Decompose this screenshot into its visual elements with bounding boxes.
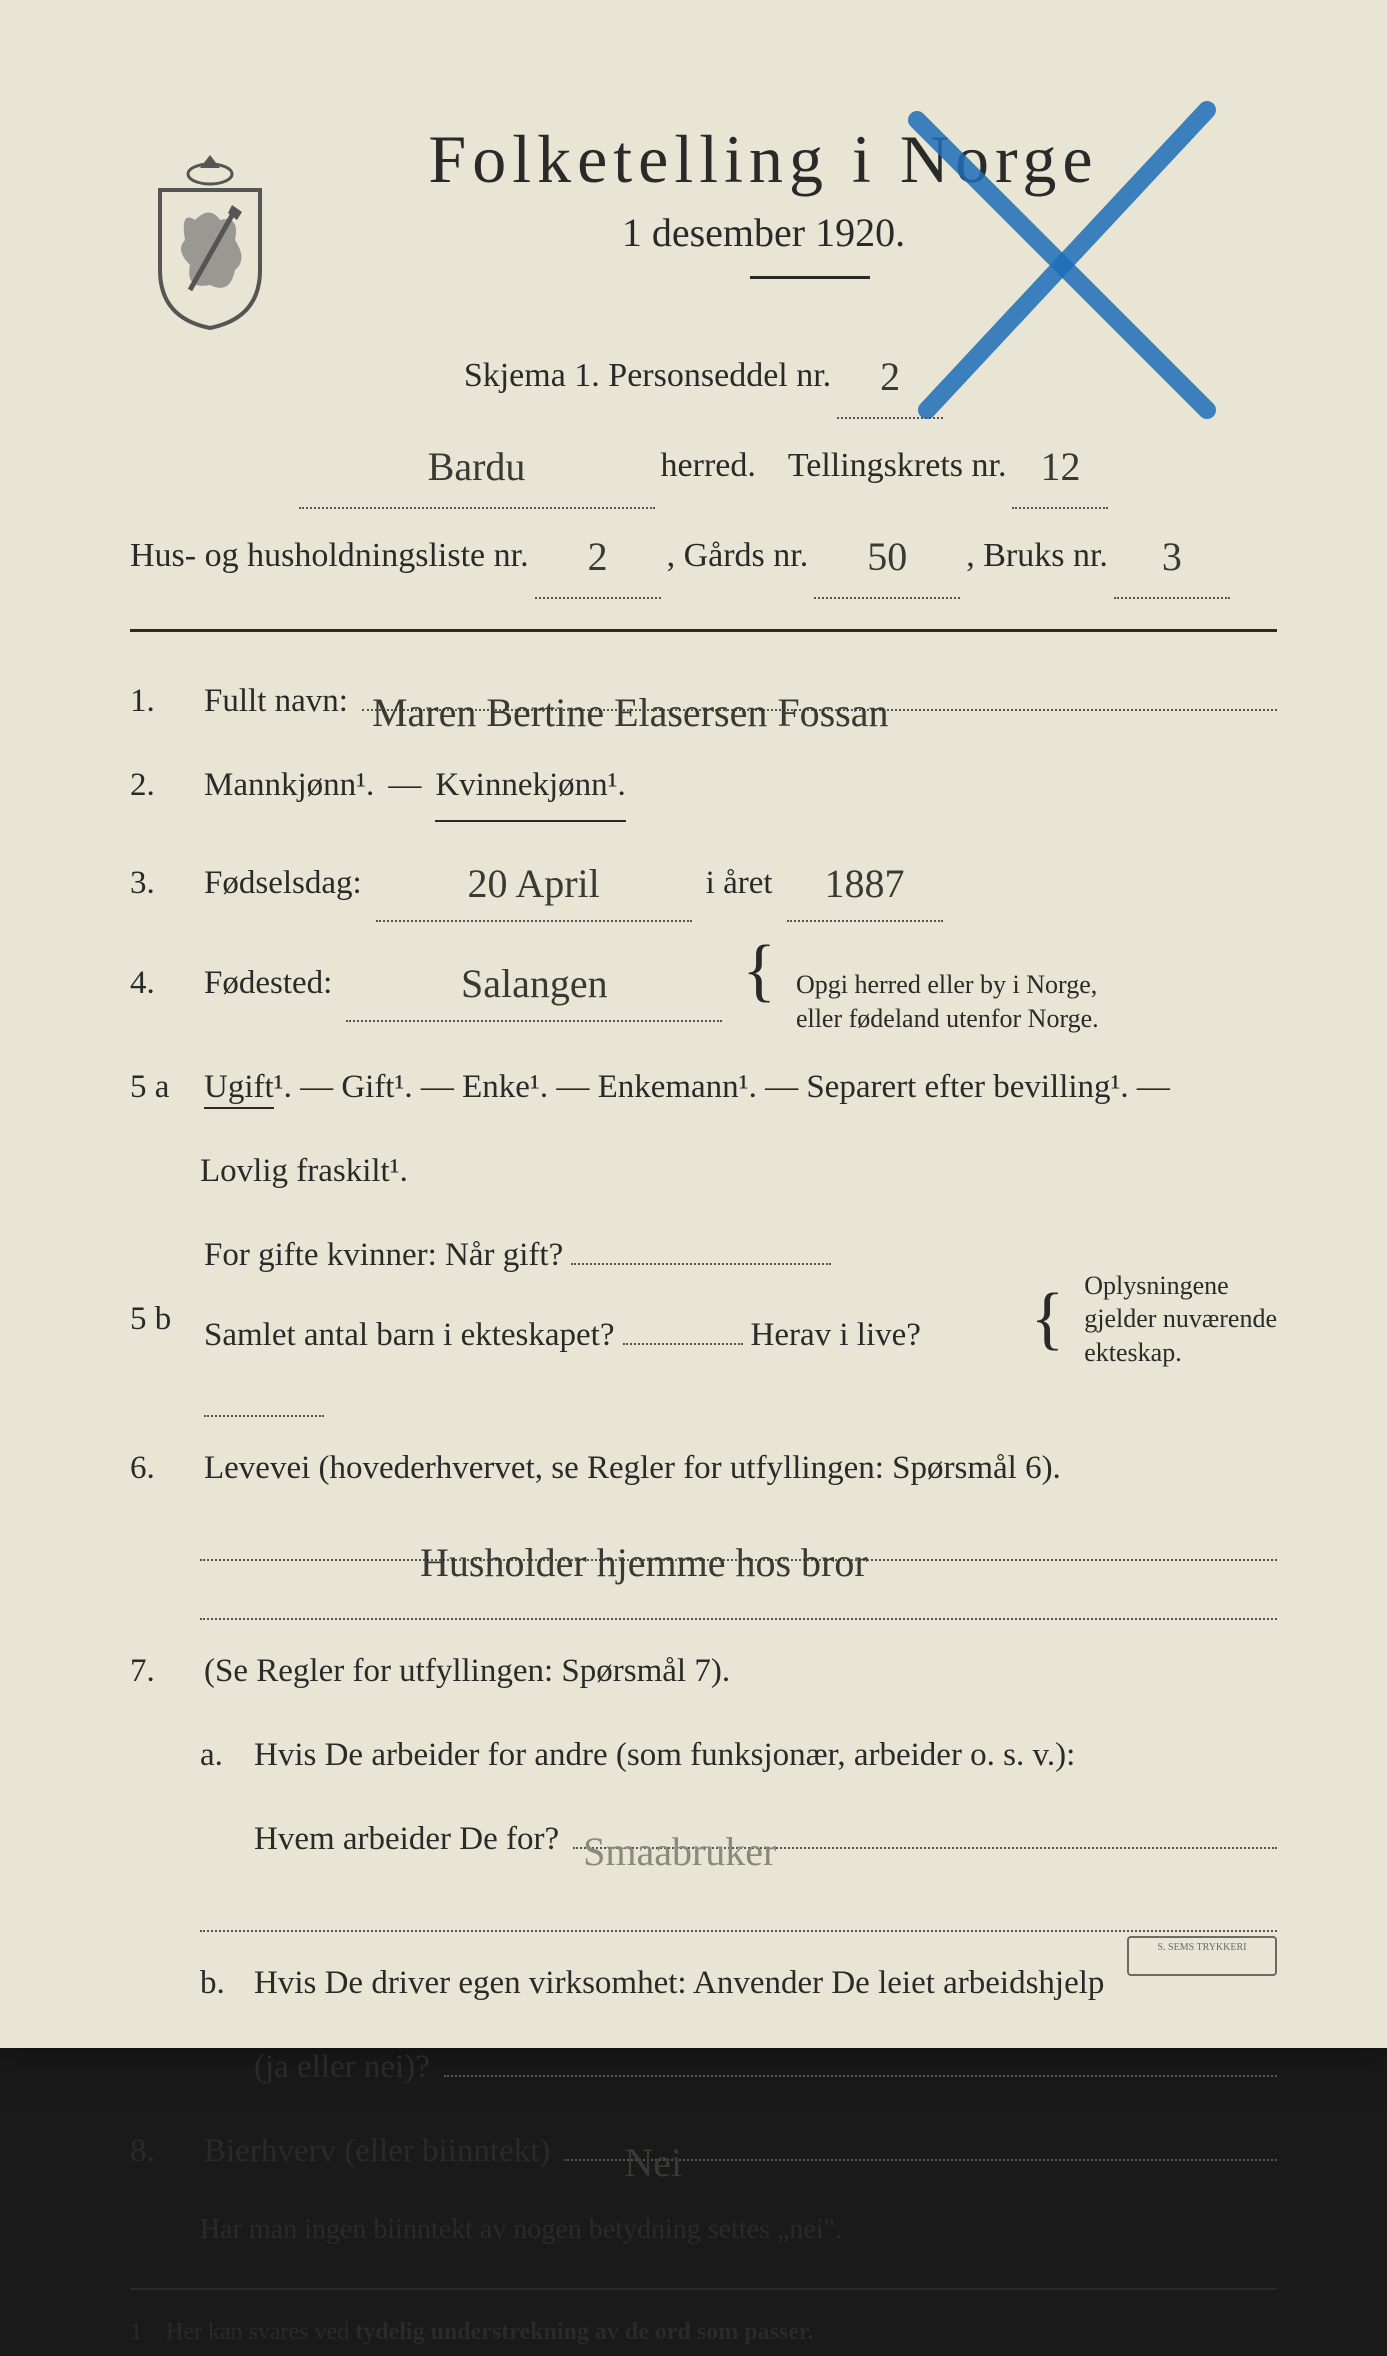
q7a-field2 <box>200 1890 1277 1932</box>
meta-row-skjema: Skjema 1. Personseddel nr. 2 <box>130 329 1277 419</box>
q1-label: Fullt navn: <box>204 668 348 734</box>
brace-icon: { <box>742 950 776 992</box>
skjema-nr-field: 2 <box>837 329 943 419</box>
bruks-label: , Bruks nr. <box>966 519 1108 594</box>
q4-row: 4. Fødested: Salangen { Opgi herred elle… <box>130 940 1277 1036</box>
q4-label: Fødested: <box>204 950 332 1016</box>
q1-row: 1. Fullt navn: Maren Bertine Elasersen F… <box>130 668 1277 734</box>
q7b-l2: (ja eller nei)? <box>254 2034 430 2100</box>
q7a-row1: a. Hvis De arbeider for andre (som funks… <box>200 1722 1277 1788</box>
gards-label: , Gårds nr. <box>667 519 809 594</box>
q7-row: 7. (Se Regler for utfyllingen: Spørsmål … <box>130 1638 1277 1704</box>
q3-num: 3. <box>130 850 190 916</box>
q5b-barn-field <box>623 1303 743 1345</box>
q5a-line2: Lovlig fraskilt¹. <box>200 1138 408 1204</box>
q6-num: 6. <box>130 1435 190 1501</box>
q5a-row: 5 a Ugift¹. — Gift¹. — Enke¹. — Enkemann… <box>130 1054 1277 1120</box>
footnote-text-a: Her kan svares ved <box>166 2319 355 2345</box>
q8-row: 8. Bierhverv (eller biinntekt) Nei <box>130 2118 1277 2184</box>
q3-label: Fødselsdag: <box>204 850 362 916</box>
q7-num: 7. <box>130 1638 190 1704</box>
q5b-note: Oplysningene gjelder nuværende ekteskap. <box>1084 1269 1277 1370</box>
form-title: Folketelling i Norge <box>250 120 1277 199</box>
q5b-row1: 5 b For gifte kvinner: Når gift? Samlet … <box>130 1222 1277 1418</box>
meta-row-hus: Hus- og husholdningsliste nr. 2 , Gårds … <box>130 509 1277 599</box>
q7b-l1: Hvis De driver egen virksomhet: Anvender… <box>254 1950 1104 2016</box>
q3-year-field: 1887 <box>787 840 943 922</box>
divider-footnote <box>130 2288 1277 2290</box>
meta-block: Skjema 1. Personseddel nr. 2 Bardu herre… <box>130 329 1277 599</box>
q8-note-row: Har man ingen biinntekt av nogen betydni… <box>200 2202 1277 2258</box>
form-subtitle: 1 desember 1920. <box>250 209 1277 256</box>
q8-note: Har man ingen biinntekt av nogen betydni… <box>200 2202 842 2258</box>
q5b-label1: For gifte kvinner: Når gift? <box>204 1222 563 1288</box>
gards-nr-field: 50 <box>814 509 960 599</box>
meta-row-herred: Bardu herred. Tellingskrets nr. 12 <box>130 419 1277 509</box>
q4-field: Salangen <box>346 940 722 1022</box>
census-form-page: Folketelling i Norge 1 desember 1920. Sk… <box>0 0 1387 2048</box>
herred-name-field: Bardu <box>299 419 655 509</box>
q2-kvinne: Kvinnekjønn¹. <box>435 752 625 822</box>
q2-num: 2. <box>130 752 190 818</box>
q5b-label3: Herav i live? <box>751 1302 921 1368</box>
q7a-l1: Hvis De arbeider for andre (som funksjon… <box>254 1722 1075 1788</box>
q6-field2 <box>200 1579 1277 1621</box>
tellingskrets-label: Tellingskrets nr. <box>788 429 1007 504</box>
bruks-nr-field: 3 <box>1114 509 1230 599</box>
q6-field: Husholder hjemme hos bror <box>200 1519 1277 1561</box>
q6-label: Levevei (hovederhvervet, se Regler for u… <box>204 1435 1061 1501</box>
q6-row: 6. Levevei (hovederhvervet, se Regler fo… <box>130 1435 1277 1501</box>
printer-stamp: S. SEMS TRYKKERI <box>1127 1936 1277 1976</box>
divider-main <box>130 629 1277 632</box>
hus-nr-field: 2 <box>535 509 661 599</box>
q8-field: Nei <box>564 2119 1277 2161</box>
q5a-num: 5 a <box>130 1054 190 1120</box>
q7a-l2: Hvem arbeider De for? <box>254 1806 559 1872</box>
footnote: 1 Her kan svares ved tydelig understrekn… <box>130 2308 1277 2356</box>
q7a-field: Smaabruker <box>573 1808 1277 1850</box>
q5b-gift-field <box>571 1223 831 1265</box>
q6-blank-row <box>200 1579 1277 1621</box>
q5b-live-field <box>204 1376 324 1418</box>
skjema-label: Skjema 1. Personseddel nr. <box>464 339 831 414</box>
brace-icon: { <box>1031 1298 1065 1340</box>
q3-year-label: i året <box>706 850 773 916</box>
q2-dash: — <box>388 752 421 818</box>
q2-row: 2. Mannkjønn¹. — Kvinnekjønn¹. <box>130 752 1277 822</box>
q2-mann: Mannkjønn¹. <box>204 752 374 818</box>
q8-num: 8. <box>130 2118 190 2184</box>
footnote-text-b: tydelig understrekning av de ord som pas… <box>355 2319 813 2345</box>
q7b-field <box>444 2035 1277 2077</box>
questions: 1. Fullt navn: Maren Bertine Elasersen F… <box>130 668 1277 2356</box>
q1-num: 1. <box>130 668 190 734</box>
q6-value-row: Husholder hjemme hos bror <box>200 1519 1277 1561</box>
q5a-opts: Ugift¹. — Gift¹. — Enke¹. — Enkemann¹. —… <box>204 1054 1170 1120</box>
herred-label: herred. <box>661 429 756 504</box>
q7a-row2: Hvem arbeider De for? Smaabruker <box>200 1806 1277 1872</box>
coat-of-arms-icon <box>140 150 280 330</box>
q1-field: Maren Bertine Elasersen Fossan <box>362 669 1277 711</box>
q4-num: 4. <box>130 950 190 1016</box>
q3-row: 3. Fødselsdag: 20 April i året 1887 <box>130 840 1277 922</box>
tellingskrets-nr-field: 12 <box>1012 419 1108 509</box>
hus-label: Hus- og husholdningsliste nr. <box>130 519 529 594</box>
title-rule <box>750 276 870 279</box>
footnote-marker: 1 <box>130 2319 142 2345</box>
q4-note: Opgi herred eller by i Norge, eller føde… <box>796 968 1099 1036</box>
q5b-num: 5 b <box>130 1286 190 1352</box>
q7-label: (Se Regler for utfyllingen: Spørsmål 7). <box>204 1638 730 1704</box>
header: Folketelling i Norge 1 desember 1920. <box>130 120 1277 279</box>
q7a-blank <box>200 1890 1277 1932</box>
q3-day-field: 20 April <box>376 840 692 922</box>
q8-label: Bierhverv (eller biinntekt) <box>204 2118 550 2184</box>
q7b-row1: b. Hvis De driver egen virksomhet: Anven… <box>200 1950 1277 2016</box>
q5a-row2: Lovlig fraskilt¹. <box>200 1138 1277 1204</box>
q7b-row2: (ja eller nei)? <box>200 2034 1277 2100</box>
q5a-ugift: Ugift <box>204 1069 274 1109</box>
q5b-label2: Samlet antal barn i ekteskapet? <box>204 1302 615 1368</box>
q7b-letter: b. <box>200 1950 240 2016</box>
q7a-letter: a. <box>200 1722 240 1788</box>
